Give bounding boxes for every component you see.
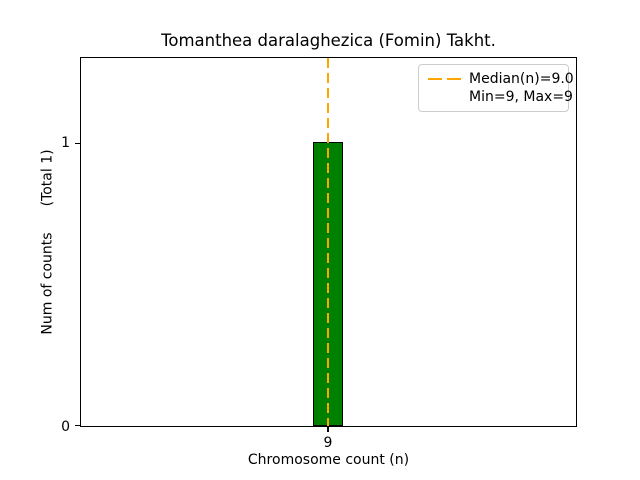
x-tick-mark-9: [327, 427, 329, 432]
chart-title: Tomanthea daralaghezica (Fomin) Takht.: [161, 31, 496, 50]
legend-label-median: Median(n)=9.0: [469, 70, 574, 87]
legend-entry-median: Median(n)=9.0: [428, 70, 574, 88]
y-tick-label-0: 0: [61, 419, 70, 435]
legend-sample-spacer: [428, 96, 461, 99]
x-tick-label-9: 9: [323, 435, 333, 451]
y-tick-mark-0: [75, 425, 80, 427]
legend: Median(n)=9.0 Min=9, Max=9: [418, 64, 574, 112]
plot-area: [75, 57, 577, 432]
y-axis-label-total: (Total 1): [39, 149, 56, 207]
y-axis-label: Num of counts (Total 1): [40, 149, 57, 334]
y-axis-label-text: Num of counts: [39, 232, 56, 335]
median-line: [326, 58, 329, 426]
legend-entry-minmax: Min=9, Max=9: [428, 88, 573, 106]
x-axis-label: Chromosome count (n): [247, 452, 410, 468]
y-tick-label-1: 1: [61, 135, 70, 151]
median-dashed-line-icon: [428, 77, 461, 81]
legend-label-minmax: Min=9, Max=9: [469, 88, 573, 105]
y-tick-mark-1: [75, 143, 80, 145]
